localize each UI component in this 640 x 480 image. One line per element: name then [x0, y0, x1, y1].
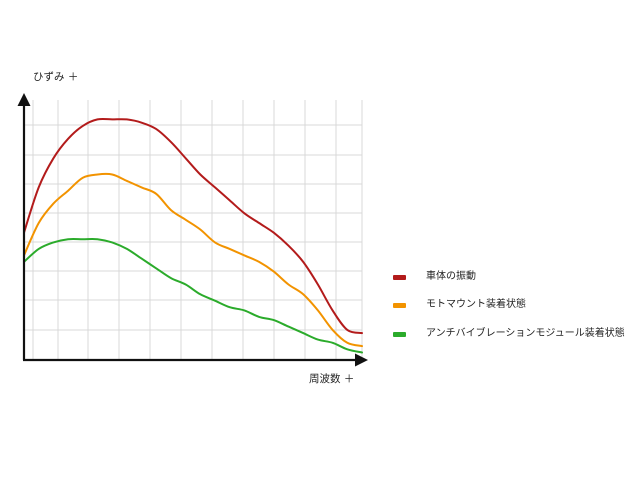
- legend-label: モトマウント装着状態: [426, 299, 526, 310]
- series-line-2: [23, 172, 363, 348]
- x-axis-arrow-icon: [355, 353, 368, 367]
- y-axis-arrow-icon: [17, 93, 31, 106]
- legend-swatch: [393, 303, 406, 308]
- legend-label: アンチバイブレーションモジュール装着状態: [426, 328, 625, 339]
- x-axis-label: 周波数 ＋: [309, 373, 355, 385]
- y-axis-label: ひずみ ＋: [33, 71, 79, 83]
- legend-swatch: [393, 332, 406, 337]
- legend-label: 車体の振動: [426, 271, 476, 282]
- legend-swatch: [393, 275, 406, 280]
- series-line-1: [23, 117, 363, 335]
- series-line-3: [23, 237, 363, 354]
